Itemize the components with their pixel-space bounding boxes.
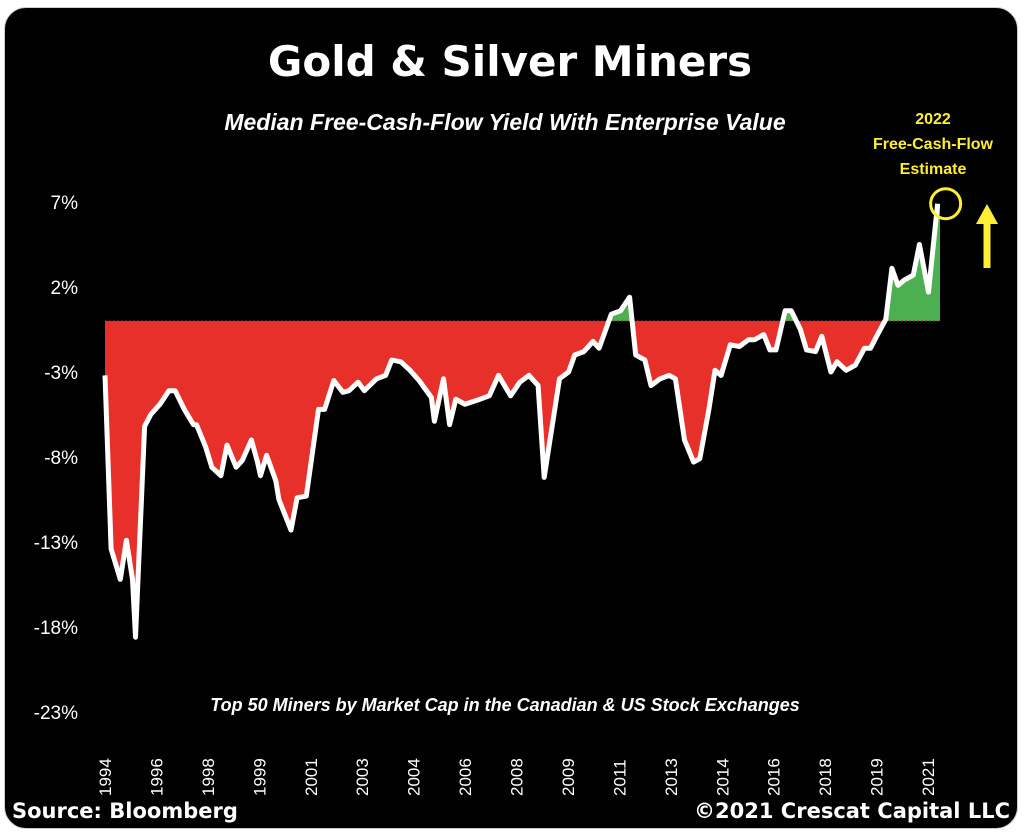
x-tick-label: 2018 (816, 758, 835, 796)
negative-area (105, 321, 940, 638)
x-tick-label: 1998 (199, 758, 218, 796)
x-tick-label: 2009 (559, 758, 578, 796)
chart-title: Gold & Silver Miners (268, 37, 752, 86)
x-tick-label: 1999 (250, 758, 269, 796)
source-label: Source: Bloomberg (12, 799, 238, 823)
x-tick-label: 2001 (302, 758, 321, 796)
chart-note: Top 50 Miners by Market Cap in the Canad… (210, 695, 799, 715)
y-tick-label: 2% (51, 278, 79, 299)
x-tick-label: 2008 (508, 758, 527, 796)
up-arrow-icon (976, 204, 998, 268)
y-tick-label: 7% (51, 193, 79, 214)
x-tick-label: 2019 (868, 758, 887, 796)
y-tick-label: -3% (44, 363, 78, 384)
chart-panel (4, 7, 1018, 829)
x-tick-label: 2003 (353, 758, 372, 796)
x-tick-label: 2016 (765, 758, 784, 796)
x-tick-label: 2014 (713, 758, 732, 796)
annotation-line-3: Estimate (900, 161, 967, 178)
x-tick-label: 2004 (405, 758, 424, 796)
annotation-line-2: Free-Cash-Flow (873, 136, 994, 153)
y-tick-label: -23% (34, 703, 78, 724)
y-tick-label: -18% (34, 618, 78, 639)
x-tick-label: 1996 (147, 758, 166, 796)
x-tick-label: 1994 (96, 758, 115, 796)
y-tick-label: -13% (34, 533, 78, 554)
annotation-line-1: 2022 (915, 111, 951, 128)
y-tick-label: -8% (44, 448, 78, 469)
x-tick-label: 2011 (610, 759, 629, 796)
copyright-label: ©2021 Crescat Capital LLC (694, 799, 1010, 823)
chart-subtitle: Median Free-Cash-Flow Yield With Enterpr… (224, 109, 785, 135)
x-tick-label: 2006 (456, 758, 475, 796)
x-tick-label: 2021 (919, 758, 938, 796)
x-tick-label: 2013 (662, 758, 681, 796)
estimate-highlight-circle (929, 187, 963, 221)
